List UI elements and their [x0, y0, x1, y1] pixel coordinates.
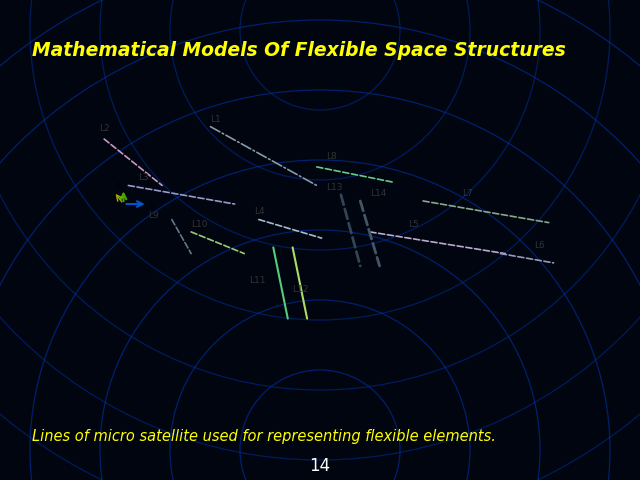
Text: L5: L5 [408, 220, 419, 229]
Text: L6: L6 [534, 241, 545, 251]
Text: L14: L14 [370, 189, 387, 198]
Text: L9: L9 [148, 211, 158, 219]
Text: 14: 14 [309, 456, 331, 475]
Text: L11: L11 [249, 276, 266, 285]
Text: L1: L1 [211, 115, 221, 123]
Text: Mathematical Models Of Flexible Space Structures: Mathematical Models Of Flexible Space St… [32, 41, 566, 60]
Text: x: x [150, 202, 155, 211]
Text: L3: L3 [138, 173, 148, 182]
Text: L7: L7 [461, 189, 472, 198]
Text: L12: L12 [292, 285, 309, 294]
Text: L10: L10 [191, 220, 207, 229]
Text: L2: L2 [99, 124, 110, 133]
Text: L4: L4 [254, 207, 264, 216]
Text: Lines of micro satellite used for representing flexible elements.: Lines of micro satellite used for repres… [32, 429, 496, 444]
Text: L8: L8 [326, 152, 337, 161]
Text: z: z [116, 180, 120, 189]
Text: L13: L13 [326, 183, 343, 192]
